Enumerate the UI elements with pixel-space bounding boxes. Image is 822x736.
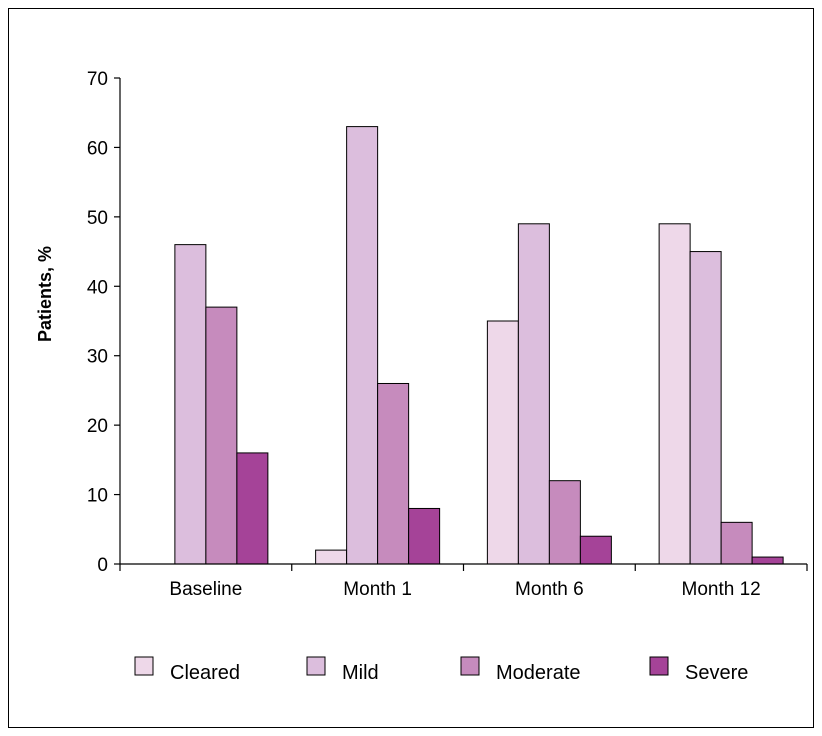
y-tick-label: 60 [87, 138, 108, 159]
bar-mild [346, 126, 379, 565]
bar-moderate [548, 480, 581, 565]
legend-swatch-moderate [460, 656, 480, 676]
y-tick-label: 20 [87, 416, 108, 437]
legend-label: Mild [342, 662, 379, 684]
legend-swatch-severe [649, 656, 669, 676]
y-axis-ticks: 0 10 20 30 40 50 60 70 [87, 69, 120, 576]
y-tick-label: 50 [87, 208, 108, 229]
bar-moderate [377, 382, 410, 565]
x-tick-label: Baseline [169, 579, 242, 600]
legend-label: Severe [685, 662, 748, 684]
x-axis-ticks: Baseline Month 1 Month 6 Month 12 [119, 564, 808, 600]
y-tick-label: 0 [97, 555, 108, 576]
x-tick-label: Month 6 [515, 579, 584, 600]
bar-severe [236, 452, 269, 565]
bar-cleared [486, 320, 519, 565]
y-axis-label: Patients, % [35, 246, 55, 342]
bar-moderate [205, 306, 238, 565]
bar-mild [517, 223, 550, 565]
bars [174, 126, 784, 565]
bar-severe [408, 507, 441, 565]
bar-cleared [658, 223, 691, 565]
legend-swatch-cleared [134, 656, 154, 676]
y-tick-label: 10 [87, 486, 108, 507]
bar-moderate [720, 521, 753, 565]
bar-cleared [315, 549, 348, 565]
bar-mild [689, 251, 722, 565]
legend-label: Cleared [170, 662, 240, 684]
bar-severe [751, 556, 784, 565]
bar-severe [579, 535, 612, 565]
y-tick-label: 40 [87, 277, 108, 298]
legend-swatch-mild [306, 656, 326, 676]
x-tick-label: Month 12 [682, 579, 761, 600]
bar-mild [174, 244, 207, 565]
legend-label: Moderate [496, 662, 581, 684]
chart-frame: 0 10 20 30 40 50 60 70 Baseline Month 1 Month 6 Mo… [8, 8, 814, 728]
legend: Cleared Mild Moderate Severe [134, 656, 748, 684]
y-tick-label: 70 [87, 69, 108, 90]
x-tick-label: Month 1 [343, 579, 412, 600]
bar-chart: 0 10 20 30 40 50 60 70 Baseline Month 1 Month 6 Mo… [35, 69, 808, 684]
y-tick-label: 30 [87, 347, 108, 368]
